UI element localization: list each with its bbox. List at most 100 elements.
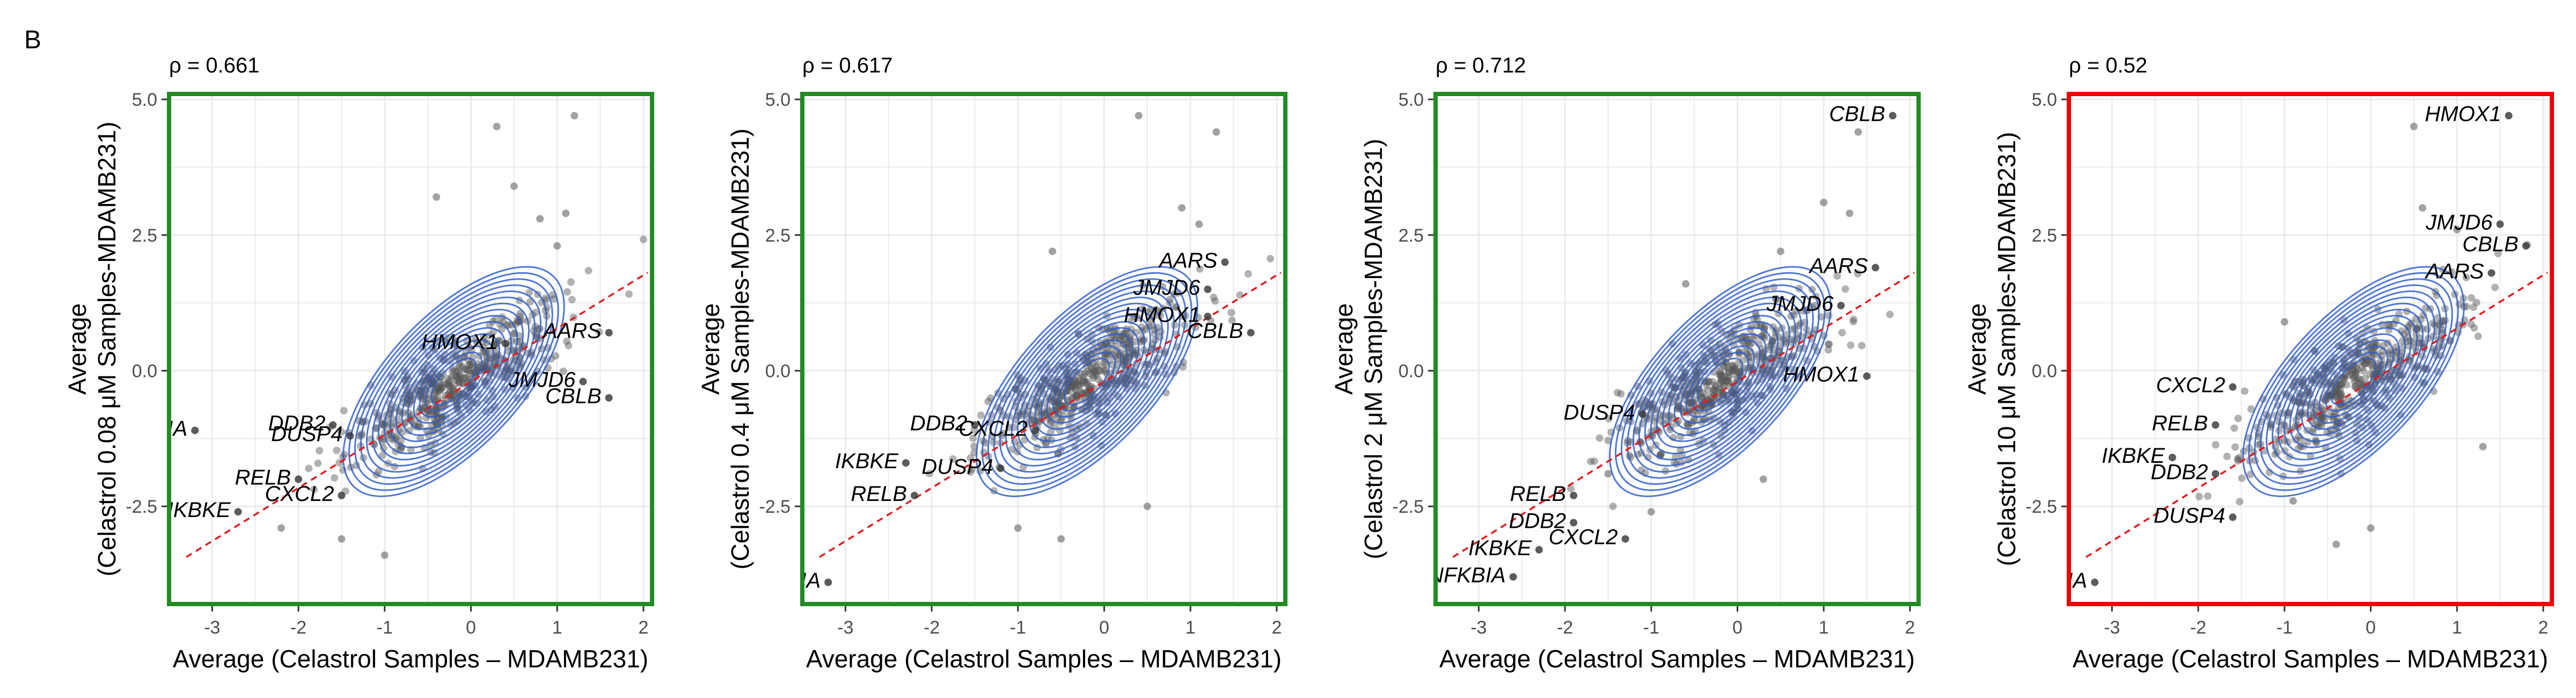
contour-line <box>1052 345 1122 418</box>
data-point <box>1132 329 1140 337</box>
gene-label: DDB2 <box>910 411 968 435</box>
gene-label: CXCL2 <box>2156 374 2225 397</box>
data-point <box>1096 367 1104 375</box>
data-point <box>508 321 516 329</box>
contour-line <box>383 309 524 455</box>
labelled-point <box>2168 454 2176 462</box>
x-tick-label: -2 <box>924 617 940 638</box>
data-point <box>435 386 443 394</box>
data-point <box>1604 437 1612 445</box>
contour-line <box>1650 309 1790 455</box>
data-point <box>949 455 957 463</box>
data-point <box>2467 320 2475 328</box>
outlier-point <box>553 242 561 250</box>
y-tick-label: 5.0 <box>2032 90 2057 110</box>
gene-label: IKBKE <box>1468 536 1532 560</box>
data-point <box>462 365 470 373</box>
data-point <box>2352 382 2360 390</box>
contour-line <box>377 302 530 461</box>
data-point <box>1024 415 1033 423</box>
contour-line <box>1626 284 1814 479</box>
gene-label: DDB2 <box>2151 460 2208 484</box>
data-point <box>445 389 453 397</box>
x-tick-label: -3 <box>2104 617 2120 638</box>
data-point <box>1644 453 1652 461</box>
labelled-point <box>1535 546 1543 554</box>
data-point <box>1717 372 1725 380</box>
data-point <box>2334 387 2342 395</box>
data-point <box>455 367 463 375</box>
data-point <box>432 404 440 412</box>
data-point <box>451 381 459 389</box>
data-point <box>1196 265 1204 273</box>
data-point <box>2367 359 2375 367</box>
data-point <box>1089 374 1097 382</box>
contour-line <box>1609 266 1832 497</box>
data-point <box>1684 421 1692 430</box>
density-contours <box>2242 266 2465 497</box>
data-point <box>2417 315 2425 323</box>
data-point <box>1091 368 1099 376</box>
data-point <box>1723 377 1731 385</box>
data-point <box>450 387 458 395</box>
x-tick-label: 1 <box>1819 617 1829 638</box>
data-point <box>466 361 474 369</box>
data-point <box>310 485 318 493</box>
outlier-point <box>1776 248 1784 256</box>
panel-letter: B <box>24 26 41 54</box>
gene-label: CXCL2 <box>958 417 1028 441</box>
data-point <box>2247 405 2255 413</box>
data-point <box>437 381 445 389</box>
grid-lines <box>2069 94 2552 604</box>
data-point <box>441 380 449 388</box>
outlier-point <box>1759 475 1767 483</box>
panel-title: ρ = 0.712 <box>1436 54 1526 77</box>
gene-label: AARS <box>1809 254 1868 278</box>
data-point <box>1094 361 1102 369</box>
gene-label: HMOX1 <box>2425 102 2501 126</box>
data-point <box>2367 361 2375 369</box>
data-point <box>453 376 461 384</box>
data-point <box>584 267 592 275</box>
gene-label: HMOX1 <box>422 330 498 354</box>
gene-label: DDB2 <box>268 411 326 435</box>
outlier-point <box>277 524 285 532</box>
data-point <box>2361 360 2369 368</box>
data-point <box>1698 394 1706 402</box>
outlier-point <box>2453 226 2461 234</box>
data-point <box>2317 413 2325 421</box>
data-point <box>2353 365 2361 373</box>
data-point <box>1075 377 1083 386</box>
data-point <box>2336 397 2344 405</box>
data-point <box>1760 324 1768 332</box>
gene-label: IKBKE <box>835 449 899 473</box>
data-point <box>1724 374 1732 382</box>
data-point <box>1721 363 1729 371</box>
contour-line <box>342 266 565 497</box>
data-point <box>392 434 400 442</box>
data-point <box>1101 367 1109 375</box>
data-point <box>1147 322 1155 330</box>
labelled-point <box>902 459 910 467</box>
outlier-point <box>1049 248 1057 256</box>
data-point <box>1058 361 1066 369</box>
data-point <box>1101 361 1109 369</box>
gene-label: CBLB <box>2462 232 2519 256</box>
contour-line <box>1005 296 1169 467</box>
subplots-layer: HMOX1 AARSJMJD6CBLBDDB2DUSP4NFKBIARELBCXC… <box>63 54 2554 673</box>
data-point <box>2470 324 2478 332</box>
data-point <box>1152 306 1160 314</box>
data-point <box>446 387 454 395</box>
data-point <box>1092 362 1100 370</box>
data-point <box>1072 392 1080 400</box>
data-point <box>2294 445 2302 453</box>
data-point <box>2359 381 2367 389</box>
data-point <box>387 420 396 428</box>
grid-lines <box>169 94 652 604</box>
data-point <box>1722 377 1730 385</box>
outlier-point <box>2367 524 2375 532</box>
data-point <box>2340 375 2348 383</box>
contour-line <box>1064 358 1110 406</box>
